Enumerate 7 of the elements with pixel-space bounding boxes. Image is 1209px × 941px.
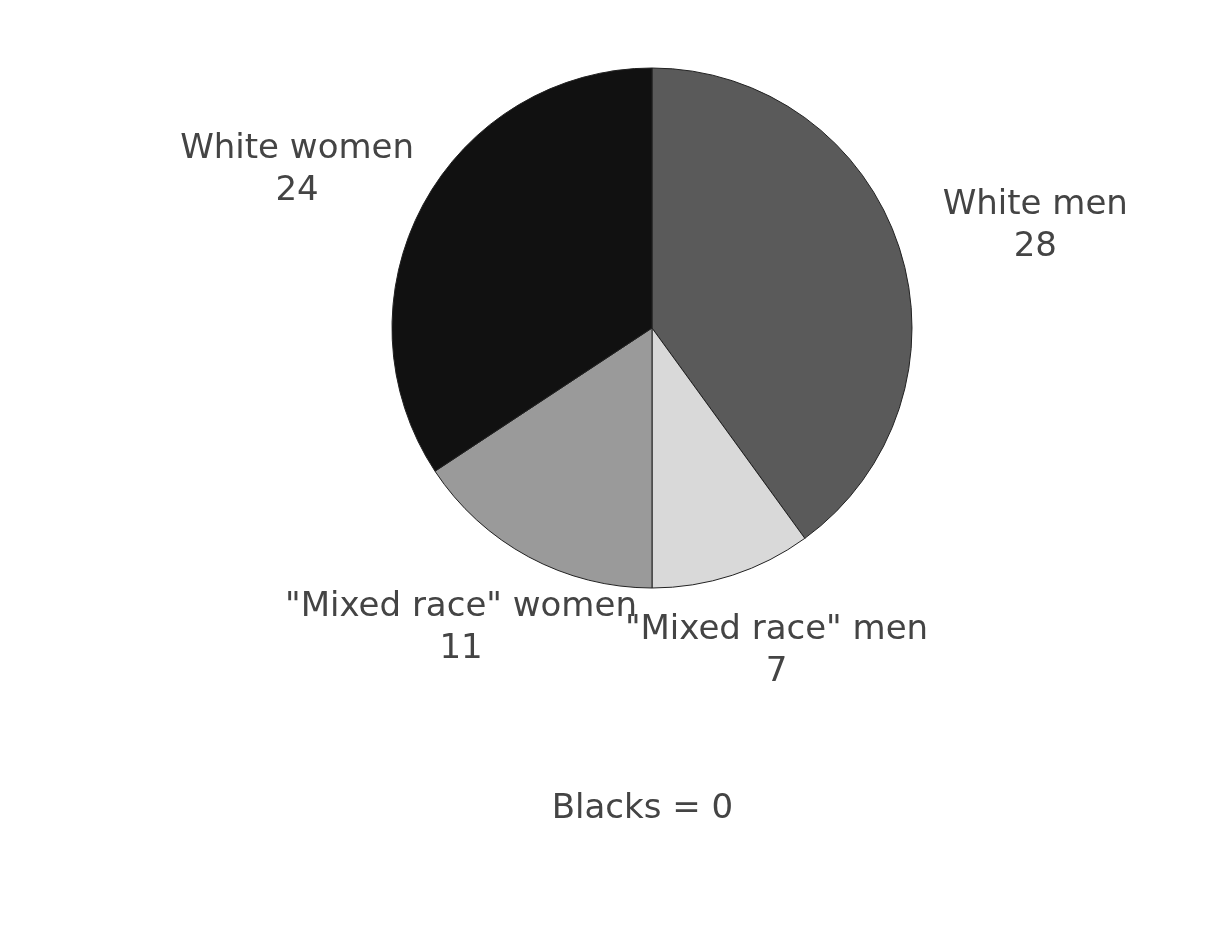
data-label: 11 — [439, 625, 483, 666]
data-label: 28 — [1013, 223, 1057, 264]
text: Blacks = 0 — [551, 786, 734, 826]
slice-label: White women — [180, 125, 415, 166]
data-label: 7 — [765, 649, 788, 690]
data-label: 24 — [275, 167, 319, 208]
slice-label: White men — [942, 181, 1128, 222]
